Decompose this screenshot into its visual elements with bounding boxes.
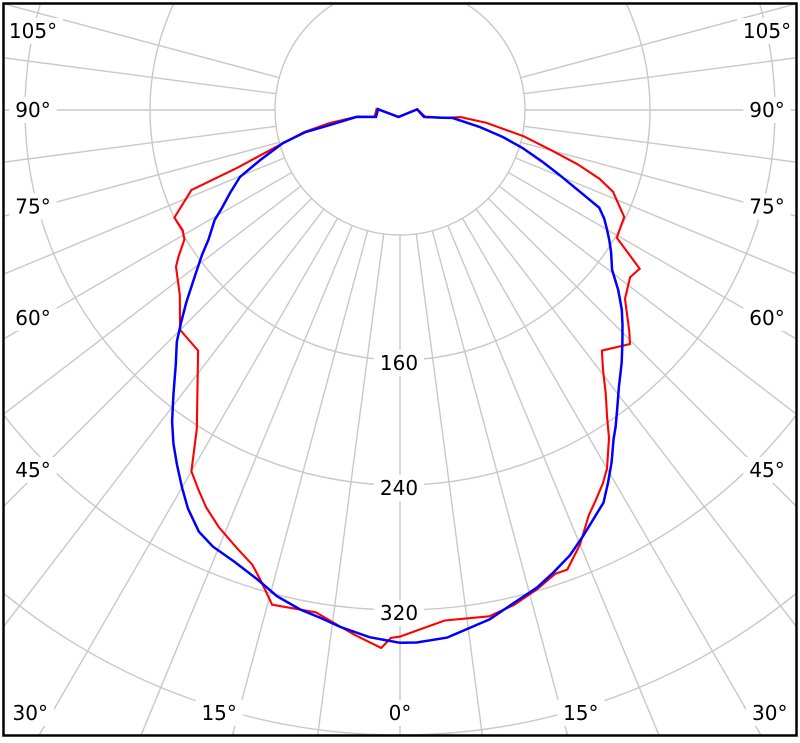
label-mask	[557, 700, 605, 726]
angle-grid-ray	[4, 208, 325, 628]
angle-grid-ray	[317, 233, 385, 735]
angle-tick-label: 75°	[15, 194, 50, 218]
label-mask	[373, 350, 425, 376]
label-mask	[2, 18, 64, 44]
angle-tick-label: 60°	[15, 306, 50, 330]
blue-curve	[170, 107, 624, 645]
angle-tick-label: 45°	[15, 458, 50, 482]
label-mask	[6, 700, 54, 726]
angle-grid-ray	[507, 171, 796, 340]
angle-grid-ray	[4, 157, 285, 275]
angle-grid-ray	[4, 171, 293, 340]
angle-grid-ray	[523, 125, 796, 163]
red-curve	[173, 107, 642, 650]
angle-grid-ray	[4, 125, 277, 163]
angle-tick-label: 15°	[201, 701, 236, 725]
angle-tick-label: 105°	[9, 19, 57, 43]
label-mask	[746, 700, 794, 726]
angle-grid-ray	[515, 157, 796, 275]
angle-grid-ray	[461, 217, 762, 735]
radial-tick-label: 160	[380, 351, 418, 375]
angle-tick-label: 30°	[13, 701, 48, 725]
label-mask	[743, 97, 791, 123]
label-mask	[9, 304, 57, 331]
angle-tick-label: 0°	[389, 701, 412, 725]
radial-tick-label: 320	[380, 601, 418, 625]
label-mask	[743, 304, 791, 331]
angle-grid-ray	[487, 197, 796, 507]
angle-tick-label: 75°	[749, 194, 784, 218]
angle-tick-label: 105°	[743, 19, 791, 43]
angle-tick-label: 30°	[752, 701, 787, 725]
label-mask	[382, 700, 418, 726]
curves	[170, 107, 642, 650]
label-mask	[743, 193, 791, 220]
label-mask	[373, 600, 425, 626]
angle-grid-ray	[140, 225, 353, 735]
label-mask	[9, 457, 57, 483]
angle-grid-ray	[4, 57, 277, 95]
label-mask	[743, 457, 791, 483]
label-mask	[9, 97, 57, 123]
label-mask	[373, 475, 425, 501]
angle-tick-label: 60°	[749, 306, 784, 330]
angle-tick-label: 45°	[749, 458, 784, 482]
angle-grid-ray	[4, 141, 280, 217]
angle-grid-ray	[431, 230, 569, 735]
angle-tick-label: 15°	[563, 701, 598, 725]
angle-grid-ray	[4, 4, 280, 79]
angle-grid-ray	[523, 57, 796, 95]
angle-grid-ray	[520, 141, 796, 217]
angle-grid-ray	[475, 208, 796, 628]
angle-grid-ray	[498, 185, 796, 415]
tick-labels: 0° 15° 15° 30° 30° 45° 45° 60° 60° 75° 75° 90° 90° 10…	[2, 18, 798, 726]
radial-tick-label: 240	[380, 476, 418, 500]
angle-tick-label: 90°	[749, 98, 784, 122]
angle-tick-label: 90°	[15, 98, 50, 122]
angle-grid-ray	[415, 233, 483, 735]
angle-grid-ray	[520, 4, 796, 79]
angle-grid-ray	[38, 217, 339, 735]
angle-grid-ray	[231, 230, 369, 735]
label-mask	[9, 193, 57, 220]
label-mask	[736, 18, 798, 44]
angle-grid-ray	[4, 197, 313, 507]
label-mask	[195, 700, 243, 726]
angle-grid-ray	[447, 225, 660, 735]
angle-grid-ray	[4, 185, 302, 415]
